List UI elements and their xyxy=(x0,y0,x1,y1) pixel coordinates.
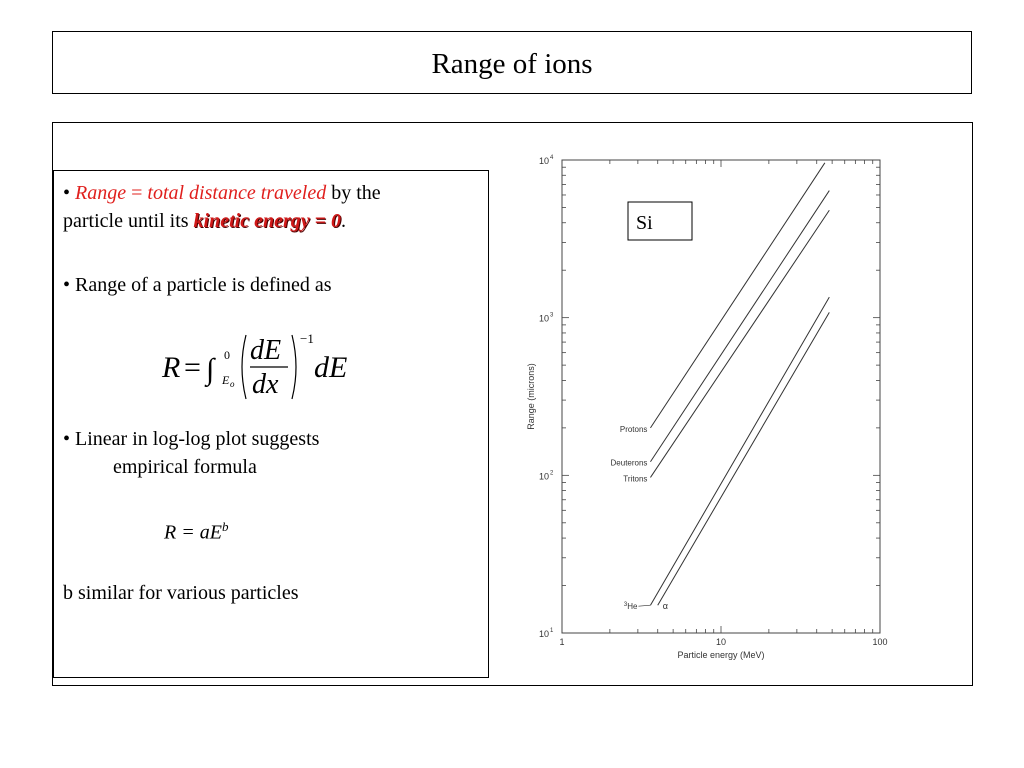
bullet-symbol: • xyxy=(63,274,71,296)
closing-text: b similar for various particles xyxy=(63,582,299,604)
text-panel: • Range = total distance traveled by the… xyxy=(53,170,489,678)
range-definition-rest: by the xyxy=(326,182,381,204)
integral-lower-sub: o xyxy=(230,379,235,389)
chart-series xyxy=(650,162,830,606)
period: . xyxy=(341,210,347,232)
series-label: 3He xyxy=(624,602,638,611)
x-tick-label: 1 xyxy=(559,637,564,647)
inset-label-box xyxy=(627,201,693,241)
y-tick-exponent: 3 xyxy=(550,313,554,319)
right-paren xyxy=(291,334,297,400)
series-label: Deuterons xyxy=(611,459,648,468)
inset-label: Si xyxy=(636,212,653,234)
series-line xyxy=(650,162,826,429)
empirical-formula: R = aEb xyxy=(164,519,228,545)
y-tick-label: 10 xyxy=(539,314,549,324)
x-axis-label: Particle energy (MeV) xyxy=(677,650,764,660)
y-axis-label: Range (microns) xyxy=(526,363,536,430)
formula-lhs: R xyxy=(161,351,180,384)
x-tick-label: 100 xyxy=(872,637,887,647)
range-term: Range xyxy=(75,182,127,204)
bullet-linear-loglog: • Linear in log-log plot suggests empiri… xyxy=(63,425,319,481)
plot-frame xyxy=(561,159,881,634)
y-tick-exponent: 4 xyxy=(550,155,554,161)
series-label: α xyxy=(663,601,668,611)
integral-lower-var: E xyxy=(221,373,230,387)
y-tick-label: 10 xyxy=(539,629,549,639)
bullet-range-defined: • Range of a particle is defined as xyxy=(63,271,332,299)
y-tick-label: 10 xyxy=(539,471,549,481)
left-paren xyxy=(241,334,247,400)
range-definition-line2: particle until its xyxy=(63,210,194,232)
series-label-leader xyxy=(638,604,651,607)
empirical-formula-text: empirical formula xyxy=(113,456,257,478)
integral-sign: ∫ xyxy=(204,353,216,388)
series-line xyxy=(650,209,830,478)
kinetic-energy-zero: kinetic energy = 0 xyxy=(193,210,342,232)
y-tick-exponent: 1 xyxy=(550,628,554,634)
formula-exponent: −1 xyxy=(300,331,314,346)
y-tick-exponent: 2 xyxy=(550,470,554,476)
x-tick-label: 10 xyxy=(716,637,726,647)
bullet-symbol: • xyxy=(63,182,71,204)
content-box xyxy=(52,122,973,686)
empirical-formula-base: R = aE xyxy=(164,521,222,544)
slide-title: Range of ions xyxy=(431,48,593,80)
equals-sign: = xyxy=(126,182,148,204)
formula-equals: = xyxy=(184,351,201,384)
title-box: Range of ions xyxy=(52,31,972,94)
fraction-denominator: dx xyxy=(252,369,279,400)
y-tick-label: 10 xyxy=(539,156,549,166)
range-integral-formula: R = ∫ 0 E o dE dx −1 dE xyxy=(161,331,347,400)
formula-tail: dE xyxy=(314,351,347,384)
series-label: Protons xyxy=(620,425,648,434)
chart-axes xyxy=(561,159,881,634)
series-line xyxy=(650,296,830,606)
range-defined-text: Range of a particle is defined as xyxy=(75,274,332,296)
empirical-formula-exponent: b xyxy=(221,519,229,534)
linear-loglog-text: Linear in log-log plot suggests xyxy=(75,428,320,450)
integral-upper-limit: 0 xyxy=(224,348,230,362)
bullet-range-definition: • Range = total distance traveled by the… xyxy=(63,179,381,235)
series-line xyxy=(650,190,830,462)
series-label: Tritons xyxy=(623,474,647,483)
fraction-numerator: dE xyxy=(250,335,281,366)
series-line xyxy=(657,312,830,606)
range-definition: total distance traveled xyxy=(147,182,327,204)
bullet-symbol: • xyxy=(63,428,71,450)
